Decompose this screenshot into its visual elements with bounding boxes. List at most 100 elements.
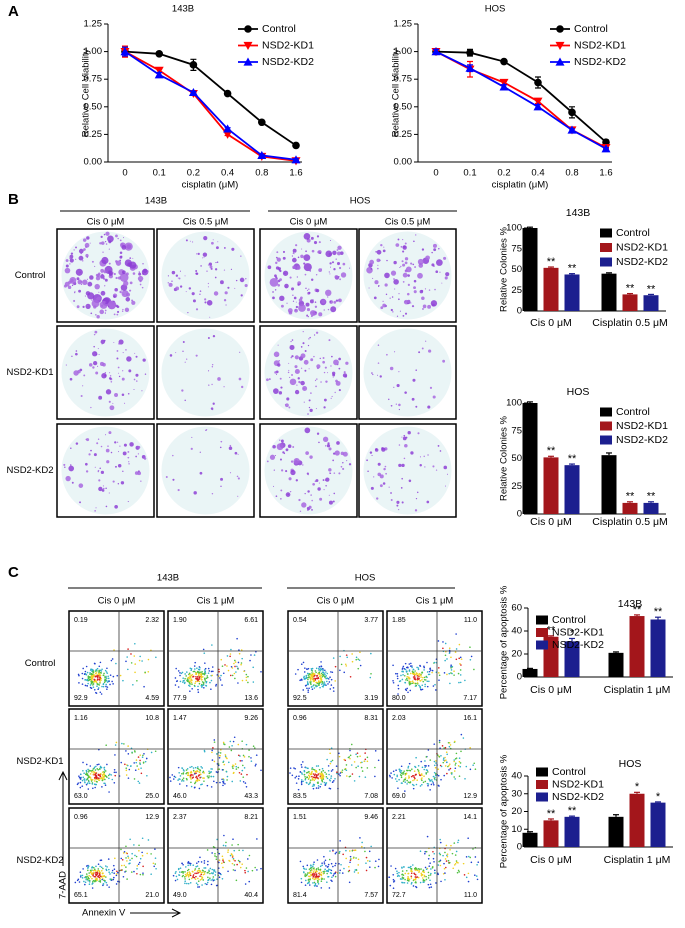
colony-spot bbox=[209, 265, 213, 269]
colony-spot bbox=[78, 483, 84, 488]
event-dot bbox=[93, 866, 95, 869]
colony-spot bbox=[303, 387, 305, 390]
event-dot bbox=[310, 772, 313, 774]
event-dot bbox=[252, 666, 255, 669]
event-dot bbox=[177, 766, 180, 769]
colony-spot bbox=[203, 236, 208, 241]
chart-title: HOS bbox=[567, 386, 590, 398]
colony-spot bbox=[67, 285, 72, 290]
event-dot bbox=[416, 682, 419, 684]
event-dot bbox=[183, 876, 186, 878]
colony-spot bbox=[286, 397, 290, 401]
colony-spot bbox=[236, 475, 239, 478]
event-dot bbox=[474, 768, 477, 771]
colony-spot bbox=[273, 469, 275, 471]
event-dot bbox=[311, 779, 314, 781]
event-dot bbox=[234, 869, 236, 872]
series-line bbox=[124, 50, 297, 147]
event-dot bbox=[451, 852, 454, 855]
event-dot bbox=[314, 877, 317, 880]
colony-spot bbox=[68, 280, 72, 284]
event-dot bbox=[445, 860, 448, 862]
colony-spot bbox=[337, 245, 342, 250]
colony-spot bbox=[309, 455, 313, 459]
event-dot bbox=[321, 683, 323, 685]
event-dot bbox=[462, 737, 465, 739]
event-dot bbox=[218, 876, 221, 879]
event-dot bbox=[307, 674, 310, 676]
event-dot bbox=[209, 867, 212, 870]
event-dot bbox=[456, 871, 459, 874]
event-dot bbox=[175, 871, 177, 873]
event-dot bbox=[203, 777, 205, 779]
colony-spot bbox=[195, 308, 199, 311]
colony-spot bbox=[421, 296, 425, 300]
event-dot bbox=[139, 754, 142, 756]
event-dot bbox=[317, 774, 319, 776]
event-dot bbox=[199, 671, 201, 673]
event-dot bbox=[351, 773, 354, 775]
colony-spot bbox=[293, 457, 300, 465]
event-dot bbox=[335, 851, 338, 854]
colony-spot bbox=[393, 386, 395, 388]
colony-spot bbox=[229, 444, 232, 447]
event-dot bbox=[418, 871, 420, 873]
event-dot bbox=[184, 878, 186, 880]
event-dot bbox=[404, 790, 406, 792]
quadrant-value: 21.0 bbox=[145, 892, 159, 899]
event-dot bbox=[315, 671, 317, 674]
event-dot bbox=[123, 864, 126, 867]
colony-spot bbox=[300, 346, 303, 348]
quadrant-value: 2.37 bbox=[173, 814, 187, 821]
event-dot bbox=[247, 870, 249, 873]
colony-spot bbox=[285, 403, 289, 408]
event-dot bbox=[193, 684, 196, 687]
colony-spot bbox=[208, 262, 213, 266]
colony-spot bbox=[93, 345, 95, 348]
colony-spot bbox=[190, 447, 193, 450]
event-dot bbox=[143, 753, 145, 755]
event-dot bbox=[307, 672, 309, 675]
colony-spot bbox=[83, 374, 86, 377]
event-dot bbox=[433, 760, 436, 763]
colony-spot bbox=[115, 234, 118, 238]
event-dot bbox=[101, 771, 104, 773]
event-dot bbox=[95, 669, 98, 671]
event-dot bbox=[454, 778, 456, 780]
event-dot bbox=[314, 778, 317, 780]
colony-spot bbox=[342, 373, 348, 378]
event-dot bbox=[226, 757, 228, 760]
colony-spot bbox=[331, 355, 333, 358]
colony-spot bbox=[378, 285, 380, 287]
colony-spot bbox=[377, 344, 380, 346]
event-dot bbox=[137, 863, 140, 866]
event-dot bbox=[190, 674, 193, 677]
event-dot bbox=[407, 872, 409, 875]
marker bbox=[188, 87, 198, 97]
colony-spot bbox=[304, 492, 306, 495]
colony-spot bbox=[77, 279, 83, 285]
colony-spot bbox=[99, 467, 101, 470]
event-dot bbox=[355, 753, 357, 756]
event-dot bbox=[206, 863, 209, 866]
colony-spot bbox=[86, 304, 88, 307]
event-dot bbox=[311, 672, 313, 674]
colony-spot bbox=[144, 373, 147, 375]
colony-spot bbox=[280, 439, 284, 443]
event-dot bbox=[402, 665, 405, 668]
event-dot bbox=[182, 777, 185, 779]
colony-spot bbox=[371, 372, 373, 374]
event-dot bbox=[294, 767, 297, 770]
event-dot bbox=[307, 771, 309, 774]
event-dot bbox=[248, 749, 250, 751]
colony-spot bbox=[411, 397, 415, 401]
event-dot bbox=[79, 871, 82, 874]
event-dot bbox=[205, 677, 208, 680]
event-dot bbox=[239, 760, 242, 762]
event-dot bbox=[434, 766, 437, 769]
event-dot bbox=[357, 765, 359, 768]
colony-spot bbox=[304, 273, 307, 276]
event-dot bbox=[211, 868, 214, 871]
event-dot bbox=[411, 666, 413, 669]
event-dot bbox=[307, 678, 309, 681]
